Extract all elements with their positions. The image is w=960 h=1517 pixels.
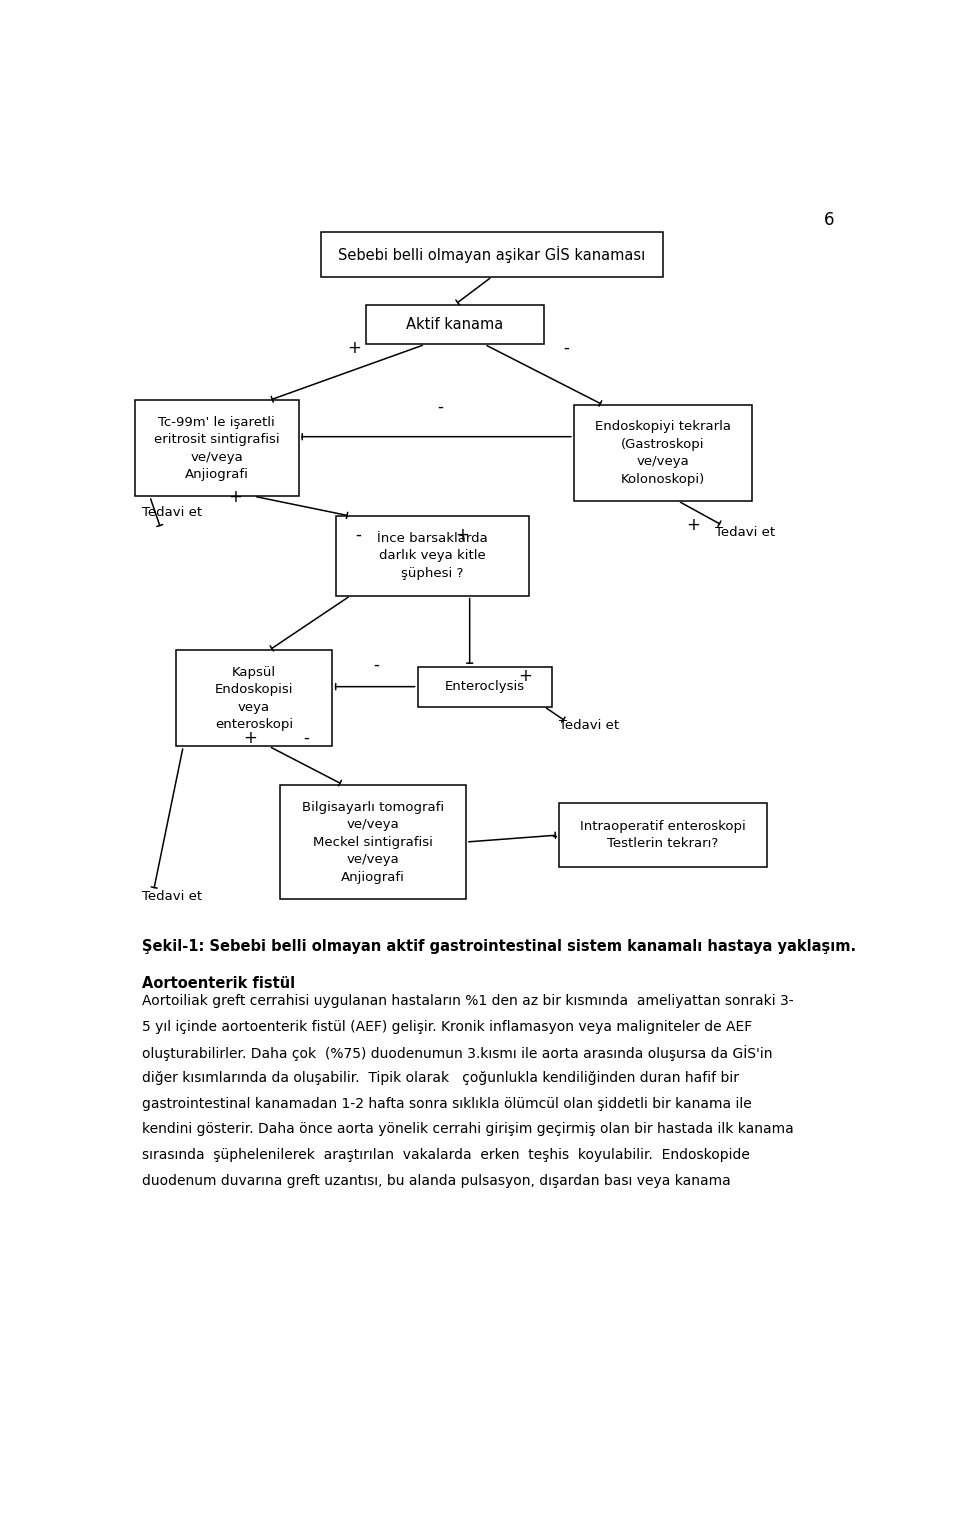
Text: İnce barsaklarda
darlık veya kitle
şüphesi ?: İnce barsaklarda darlık veya kitle şüphe… bbox=[377, 532, 488, 579]
Text: +: + bbox=[243, 730, 257, 746]
Text: Şekil-1: Sebebi belli olmayan aktif gastrointestinal sistem kanamalı hastaya yak: Şekil-1: Sebebi belli olmayan aktif gast… bbox=[142, 939, 856, 954]
Text: Tc-99m' le işaretli
eritrosit sintigrafisi
ve/veya
Anjiografi: Tc-99m' le işaretli eritrosit sintigrafi… bbox=[154, 416, 279, 481]
Text: sırasında  şüphelenilerek  araştırılan  vakalarda  erken  teşhis  koyulabilir.  : sırasında şüphelenilerek araştırılan vak… bbox=[142, 1148, 750, 1162]
Text: +: + bbox=[228, 488, 242, 507]
Text: Kapsül
Endoskopisi
veya
enteroskopi: Kapsül Endoskopisi veya enteroskopi bbox=[215, 666, 293, 731]
Text: +: + bbox=[455, 526, 469, 543]
Text: kendini gösterir. Daha önce aorta yönelik cerrahi girişim geçirmiş olan bir hast: kendini gösterir. Daha önce aorta yöneli… bbox=[142, 1123, 794, 1136]
Text: Enteroclysis: Enteroclysis bbox=[444, 680, 524, 693]
Text: -: - bbox=[355, 526, 361, 543]
Bar bbox=[280, 784, 466, 900]
Text: 6: 6 bbox=[824, 211, 834, 229]
Text: gastrointestinal kanamadan 1-2 hafta sonra sıklıkla ölümcül olan şiddetli bir ka: gastrointestinal kanamadan 1-2 hafta son… bbox=[142, 1097, 752, 1110]
Text: Sebebi belli olmayan aşikar GİS kanaması: Sebebi belli olmayan aşikar GİS kanaması bbox=[338, 246, 646, 262]
Bar bbox=[418, 667, 552, 707]
Text: -: - bbox=[552, 827, 558, 845]
Text: Tedavi et: Tedavi et bbox=[142, 507, 203, 519]
Text: oluşturabilirler. Daha çok  (%75) duodenumun 3.kısmı ile aorta arasında oluşursa: oluşturabilirler. Daha çok (%75) duodenu… bbox=[142, 1045, 773, 1062]
Text: +: + bbox=[518, 667, 533, 686]
Bar bbox=[559, 802, 767, 868]
Text: Tedavi et: Tedavi et bbox=[559, 719, 619, 731]
Text: -: - bbox=[373, 655, 379, 674]
Bar bbox=[321, 232, 663, 276]
Text: Aortoiliak greft cerrahisi uygulanan hastaların %1 den az bir kısmında  ameliyat: Aortoiliak greft cerrahisi uygulanan has… bbox=[142, 994, 794, 1007]
Bar bbox=[336, 516, 529, 596]
Bar bbox=[366, 305, 544, 344]
Text: -: - bbox=[437, 397, 443, 416]
Text: -: - bbox=[303, 730, 309, 746]
Text: +: + bbox=[348, 338, 361, 356]
Text: Bilgisayarlı tomografi
ve/veya
Meckel sintigrafisi
ve/veya
Anjiografi: Bilgisayarlı tomografi ve/veya Meckel si… bbox=[301, 801, 444, 883]
Bar bbox=[176, 651, 332, 746]
Bar bbox=[574, 405, 753, 501]
Text: Intraoperatif enteroskopi
Testlerin tekrarı?: Intraoperatif enteroskopi Testlerin tekr… bbox=[580, 819, 746, 850]
Text: Tedavi et: Tedavi et bbox=[142, 890, 203, 904]
Text: Endoskopiyi tekrarla
(Gastroskopi
ve/veya
Kolonoskopi): Endoskopiyi tekrarla (Gastroskopi ve/vey… bbox=[595, 420, 732, 485]
Text: -: - bbox=[564, 338, 569, 356]
Text: Aktif kanama: Aktif kanama bbox=[406, 317, 503, 332]
Text: 5 yıl içinde aortoenterik fistül (AEF) gelişir. Kronik inflamasyon veya malignit: 5 yıl içinde aortoenterik fistül (AEF) g… bbox=[142, 1019, 753, 1033]
Text: diğer kısımlarında da oluşabilir.  Tipik olarak   çoğunlukla kendiliğinden duran: diğer kısımlarında da oluşabilir. Tipik … bbox=[142, 1071, 739, 1085]
Text: Tedavi et: Tedavi et bbox=[715, 526, 776, 539]
Text: Aortoenterik fistül: Aortoenterik fistül bbox=[142, 977, 296, 991]
Bar bbox=[134, 400, 299, 496]
Text: duodenum duvarına greft uzantısı, bu alanda pulsasyon, dışardan bası veya kanama: duodenum duvarına greft uzantısı, bu ala… bbox=[142, 1174, 732, 1188]
Text: +: + bbox=[686, 516, 700, 534]
